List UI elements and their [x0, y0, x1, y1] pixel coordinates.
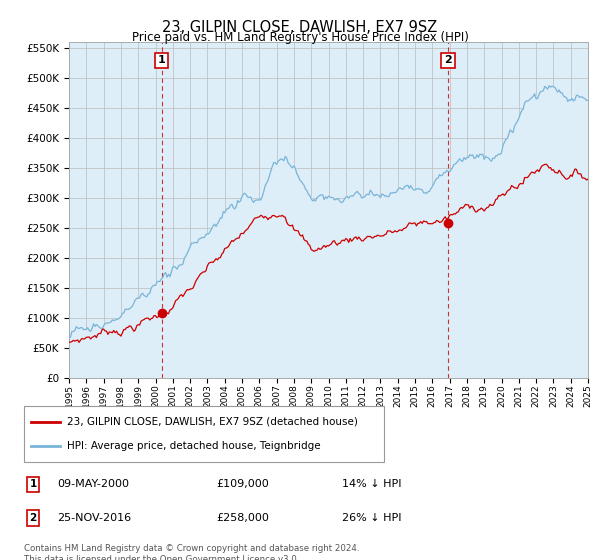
FancyBboxPatch shape [24, 406, 384, 462]
Text: 09-MAY-2000: 09-MAY-2000 [57, 479, 129, 489]
Text: Contains HM Land Registry data © Crown copyright and database right 2024.
This d: Contains HM Land Registry data © Crown c… [24, 544, 359, 560]
Text: 1: 1 [29, 479, 37, 489]
Text: 26% ↓ HPI: 26% ↓ HPI [342, 513, 401, 523]
Text: 23, GILPIN CLOSE, DAWLISH, EX7 9SZ: 23, GILPIN CLOSE, DAWLISH, EX7 9SZ [163, 20, 437, 35]
Text: £109,000: £109,000 [216, 479, 269, 489]
Text: HPI: Average price, detached house, Teignbridge: HPI: Average price, detached house, Teig… [67, 441, 321, 451]
Text: Price paid vs. HM Land Registry's House Price Index (HPI): Price paid vs. HM Land Registry's House … [131, 31, 469, 44]
Text: 2: 2 [29, 513, 37, 523]
Text: 23, GILPIN CLOSE, DAWLISH, EX7 9SZ (detached house): 23, GILPIN CLOSE, DAWLISH, EX7 9SZ (deta… [67, 417, 358, 427]
Text: £258,000: £258,000 [216, 513, 269, 523]
Text: 2: 2 [444, 55, 452, 66]
Text: 25-NOV-2016: 25-NOV-2016 [57, 513, 131, 523]
Text: 14% ↓ HPI: 14% ↓ HPI [342, 479, 401, 489]
Text: 1: 1 [158, 55, 166, 66]
